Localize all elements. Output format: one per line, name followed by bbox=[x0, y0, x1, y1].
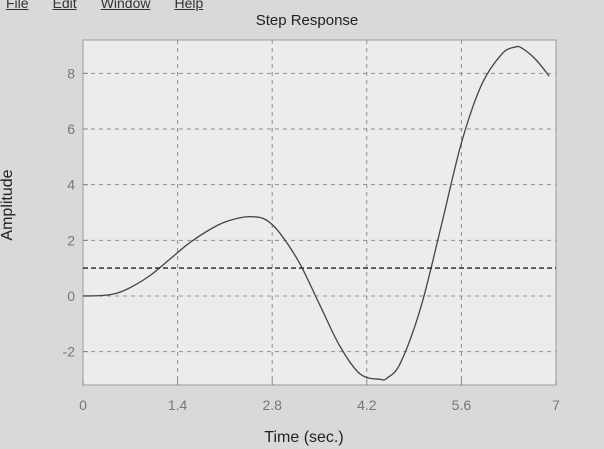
y-tick-label: -2 bbox=[63, 344, 76, 360]
y-tick-label: 4 bbox=[67, 177, 75, 193]
menu-bar: File Edit Window Help bbox=[0, 0, 204, 11]
x-tick-label: 1.4 bbox=[168, 397, 188, 413]
menu-help[interactable]: Help bbox=[174, 0, 204, 11]
series-layer bbox=[82, 45, 556, 381]
x-tick-label: 4.2 bbox=[357, 397, 377, 413]
x-tick-label: 2.8 bbox=[262, 397, 282, 413]
axis-ticks: 0 1.4 2.8 4.2 5.6 7 -2 0 2 4 6 8 bbox=[63, 65, 561, 413]
x-tick-label: 5.6 bbox=[452, 397, 472, 413]
menu-window[interactable]: Window bbox=[100, 0, 151, 11]
chart-title: Step Response bbox=[256, 12, 359, 29]
y-tick-label: 2 bbox=[67, 232, 75, 248]
y-axis-label: Amplitude bbox=[0, 169, 16, 240]
y-tick-label: 0 bbox=[67, 288, 75, 304]
menu-file[interactable]: File bbox=[6, 0, 29, 11]
grid-lines bbox=[83, 40, 556, 385]
plot-area bbox=[82, 39, 557, 386]
x-tick-label: 0 bbox=[79, 397, 87, 413]
y-tick-label: 8 bbox=[67, 65, 75, 81]
x-tick-label: 7 bbox=[552, 397, 560, 413]
menu-edit[interactable]: Edit bbox=[52, 0, 77, 11]
x-axis-label: Time (sec.) bbox=[264, 429, 343, 446]
y-tick-label: 6 bbox=[67, 121, 75, 137]
step-response-line bbox=[82, 45, 550, 381]
